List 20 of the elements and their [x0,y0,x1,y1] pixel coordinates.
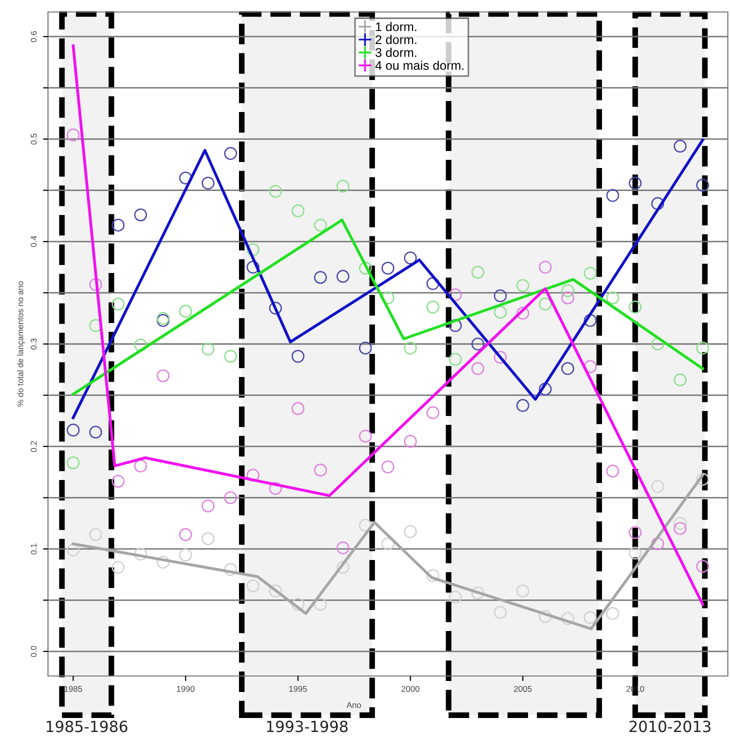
band-label: 1985-1986 [46,720,128,732]
y-tick-label: 0.2 [30,441,37,452]
legend-label: 4 ou mais dorm. [375,60,464,70]
legend-label: 2 dorm. [376,34,416,44]
y-tick-label: 0.0 [30,646,37,657]
x-tick-label: 1990 [176,686,195,692]
band-label: 1993-1998 [267,720,348,732]
y-tick-label: 0.1 [30,544,37,554]
y-axis-title: % do total de lançamentos no ano [17,281,25,407]
band-label: 2010-2013 [630,720,710,732]
y-tick-label: 0.3 [30,338,37,350]
y-tick-label: 0.5 [30,134,37,145]
legend-label: 1 dorm. [376,22,416,32]
y-tick-label: 0.6 [30,31,37,42]
x-axis-title: Ano [346,702,361,708]
legend-label: 3 dorm. [375,48,416,57]
y-tick-label: 0.4 [30,236,37,247]
x-tick-label: 1995 [289,686,307,692]
x-tick-label: 2000 [402,686,420,692]
x-tick-label: 2005 [514,686,532,692]
